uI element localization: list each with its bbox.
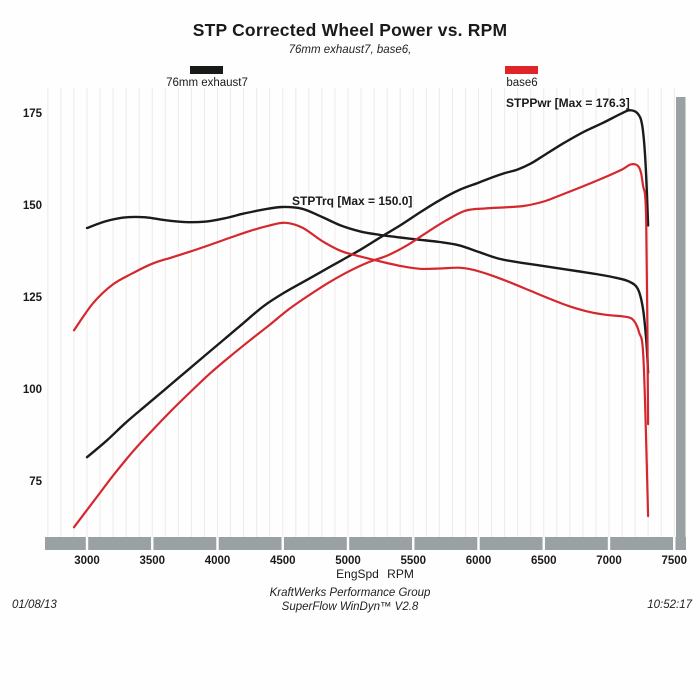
x-tick-label-7000: 7000 [596, 555, 622, 567]
y-tick-label-75: 75 [29, 476, 42, 488]
y-tick-label-100: 100 [22, 384, 42, 396]
scrollbar-gap [673, 537, 676, 550]
scrollbar-gap [346, 537, 350, 550]
x-tick-label-3500: 3500 [139, 555, 166, 567]
legend-swatch-76mm-exhaust7 [190, 66, 223, 74]
x-axis-title: EngSpd RPM [336, 567, 414, 581]
scrollbar-gap [281, 537, 284, 550]
footer-time: 10:52:17 [647, 599, 692, 611]
x-tick-label-4500: 4500 [269, 555, 296, 567]
curve-stppwr-base6 [72, 163, 650, 529]
x-tick-label-3000: 3000 [74, 555, 100, 567]
curve-stptrq-76mm-exhaust7 [85, 205, 650, 374]
curve-stptrq-base6 [72, 221, 650, 518]
right-scrollbar-band [676, 97, 686, 550]
legend-label-76mm-exhaust7: 76mm exhaust7 [166, 77, 248, 89]
annotation-power-max: STPPwr [Max = 176.3] [506, 96, 630, 110]
annotation-torque-max: STPTrq [Max = 150.0] [292, 194, 413, 208]
scrollbar-gap [607, 537, 611, 550]
footer-date: 01/08/13 [12, 599, 57, 611]
legend-swatch-base6 [505, 66, 538, 74]
x-tick-label-7500: 7500 [661, 555, 688, 567]
scrollbar-gap [151, 537, 154, 550]
page-subtitle: 76mm exhaust7, base6, [288, 44, 412, 56]
x-tick-label-6000: 6000 [465, 555, 492, 567]
x-tick-label-6500: 6500 [530, 555, 557, 567]
scrollbar-gap [477, 537, 480, 550]
x-tick-label-5500: 5500 [400, 555, 427, 567]
scrollbar-gap [542, 537, 545, 550]
footer-company: KraftWerks Performance Group [269, 587, 431, 599]
scrollbar-gap [412, 537, 415, 550]
x-tick-label-5000: 5000 [335, 555, 361, 567]
scrollbar-gap [85, 537, 89, 550]
legend-label-base6: base6 [506, 77, 538, 89]
page-title: STP Corrected Wheel Power vs. RPM [192, 20, 508, 40]
y-tick-label-150: 150 [22, 200, 42, 212]
footer-software: SuperFlow WinDyn™ V2.8 [281, 601, 419, 613]
y-tick-label-125: 125 [22, 292, 42, 304]
x-tick-label-4000: 4000 [204, 555, 231, 567]
bottom-scrollbar-band [45, 537, 686, 550]
scrollbar-gap [216, 537, 219, 550]
y-tick-label-175: 175 [22, 108, 42, 120]
curve-stppwr-76mm-exhaust7 [85, 109, 650, 459]
